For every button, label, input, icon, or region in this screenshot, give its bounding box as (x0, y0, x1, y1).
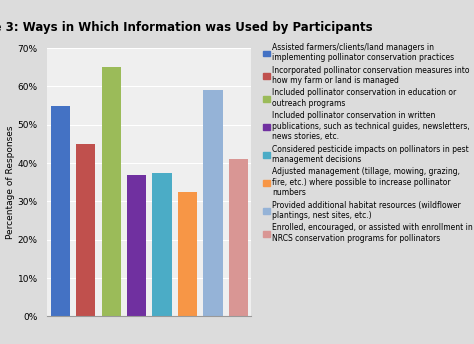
Bar (178, 192, 197, 316)
Text: Figure 3: Ways in Which Information was Used by Participants: Figure 3: Ways in Which Information was … (0, 21, 373, 34)
Bar (127, 175, 146, 316)
Bar (51, 106, 70, 316)
Bar (229, 159, 248, 316)
Bar (153, 173, 172, 316)
Bar (76, 144, 95, 316)
Bar (203, 90, 223, 316)
Legend: Assisted farmers/clients/land managers in
implementing pollinator conservation p: Assisted farmers/clients/land managers i… (264, 43, 473, 243)
Y-axis label: Percentage of Responses: Percentage of Responses (6, 126, 15, 239)
Bar (101, 67, 121, 316)
